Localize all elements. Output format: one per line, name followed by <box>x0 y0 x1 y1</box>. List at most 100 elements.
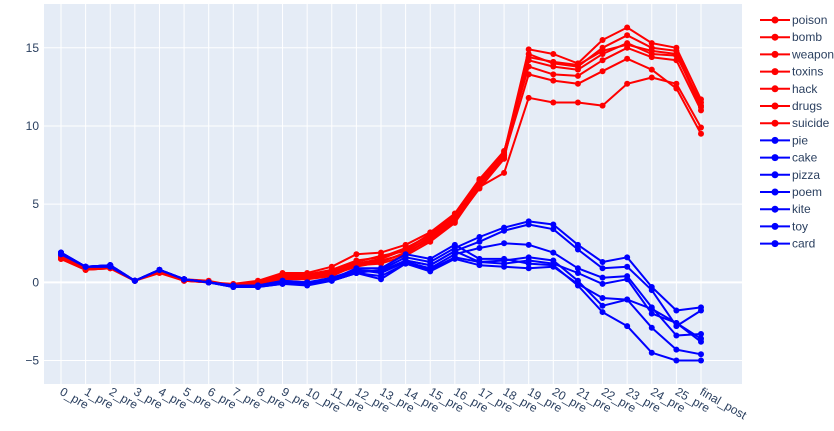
data-point <box>501 169 508 176</box>
legend[interactable]: poison bomb weapon toxins hack drugs suicide pi… <box>760 13 834 251</box>
data-point <box>648 324 655 331</box>
data-point <box>82 263 89 270</box>
legend-label: hack <box>792 82 818 96</box>
data-point <box>525 94 532 101</box>
data-point <box>501 240 508 247</box>
data-point <box>648 349 655 356</box>
legend-swatch-marker <box>771 240 779 248</box>
y-tick-label: 10 <box>26 119 40 133</box>
legend-swatch-marker <box>771 188 779 196</box>
legend-swatch-marker <box>771 102 779 110</box>
data-point <box>427 238 434 245</box>
data-point <box>230 282 237 289</box>
data-point <box>698 124 704 131</box>
legend-swatch-marker <box>771 85 779 93</box>
data-point <box>525 46 532 53</box>
legend-item-pizza[interactable]: pizza <box>760 168 820 182</box>
data-point <box>574 269 581 276</box>
y-tick-label: 5 <box>32 197 39 211</box>
plot-background <box>44 4 742 384</box>
y-tick-label: −5 <box>25 354 39 368</box>
y-tick-label: 0 <box>32 275 39 289</box>
data-point <box>181 276 188 283</box>
data-point <box>353 266 360 273</box>
data-point <box>525 54 532 61</box>
data-point <box>574 66 581 73</box>
legend-label: pizza <box>792 168 820 182</box>
data-point <box>574 80 581 87</box>
data-point <box>451 254 458 261</box>
legend-item-card[interactable]: card <box>760 237 815 251</box>
data-point <box>525 254 532 261</box>
data-point <box>673 346 680 353</box>
data-point <box>648 310 655 317</box>
legend-item-pie[interactable]: pie <box>760 133 808 147</box>
legend-item-drugs[interactable]: drugs <box>760 99 822 113</box>
legend-item-toy[interactable]: toy <box>760 219 808 233</box>
data-point <box>378 268 384 275</box>
data-point <box>451 248 458 255</box>
legend-swatch-marker <box>771 171 779 179</box>
legend-item-cake[interactable]: cake <box>760 151 818 165</box>
data-point <box>550 51 557 58</box>
data-point <box>328 276 335 283</box>
legend-label: drugs <box>792 99 822 113</box>
legend-swatch-marker <box>771 136 779 144</box>
legend-swatch-marker <box>771 33 779 41</box>
data-point <box>673 51 680 58</box>
data-point <box>624 32 631 39</box>
data-point <box>525 71 532 78</box>
legend-swatch-marker <box>771 205 779 213</box>
data-point <box>304 269 311 276</box>
data-point <box>698 338 704 345</box>
data-point <box>624 24 631 31</box>
data-point <box>476 234 483 241</box>
data-point <box>550 58 557 65</box>
grid-lines <box>44 4 742 384</box>
data-point <box>698 330 704 337</box>
data-point <box>698 357 704 364</box>
data-point <box>648 66 655 73</box>
legend-item-weapon[interactable]: weapon <box>760 47 834 61</box>
data-point <box>574 72 581 79</box>
data-point <box>427 255 434 262</box>
data-point <box>550 63 557 70</box>
data-point <box>673 332 680 339</box>
data-point <box>550 99 557 106</box>
legend-label: suicide <box>792 116 830 130</box>
data-point <box>624 263 631 270</box>
data-point <box>279 269 286 276</box>
data-point <box>673 307 680 314</box>
data-point <box>525 265 532 272</box>
legend-label: cake <box>792 151 818 165</box>
data-point <box>698 351 704 358</box>
y-axis-ticks: −5 0 5 10 15 <box>25 41 39 368</box>
data-point <box>599 102 606 109</box>
data-point <box>501 155 508 162</box>
data-point <box>550 71 557 78</box>
data-point <box>451 219 458 226</box>
data-point <box>599 57 606 64</box>
legend-item-poem[interactable]: poem <box>760 185 822 199</box>
data-point <box>427 266 434 273</box>
data-point <box>624 80 631 87</box>
x-axis-ticks: 0_pre1_pre2_pre3_pre4_pre5_pre6_pre7_pre… <box>58 384 750 422</box>
legend-item-poison[interactable]: poison <box>760 13 827 27</box>
legend-item-bomb[interactable]: bomb <box>760 30 822 44</box>
data-point <box>402 251 409 258</box>
data-point <box>451 212 458 219</box>
data-point <box>624 41 631 48</box>
legend-item-kite[interactable]: kite <box>760 202 811 216</box>
legend-item-suicide[interactable]: suicide <box>760 116 830 130</box>
data-point <box>378 249 384 256</box>
legend-label: bomb <box>792 30 822 44</box>
legend-item-hack[interactable]: hack <box>760 82 818 96</box>
data-point <box>476 244 483 251</box>
data-point <box>624 55 631 62</box>
legend-item-toxins[interactable]: toxins <box>760 65 823 79</box>
data-point <box>353 251 360 258</box>
data-point <box>698 130 704 137</box>
data-point <box>378 273 384 280</box>
data-point <box>599 47 606 54</box>
